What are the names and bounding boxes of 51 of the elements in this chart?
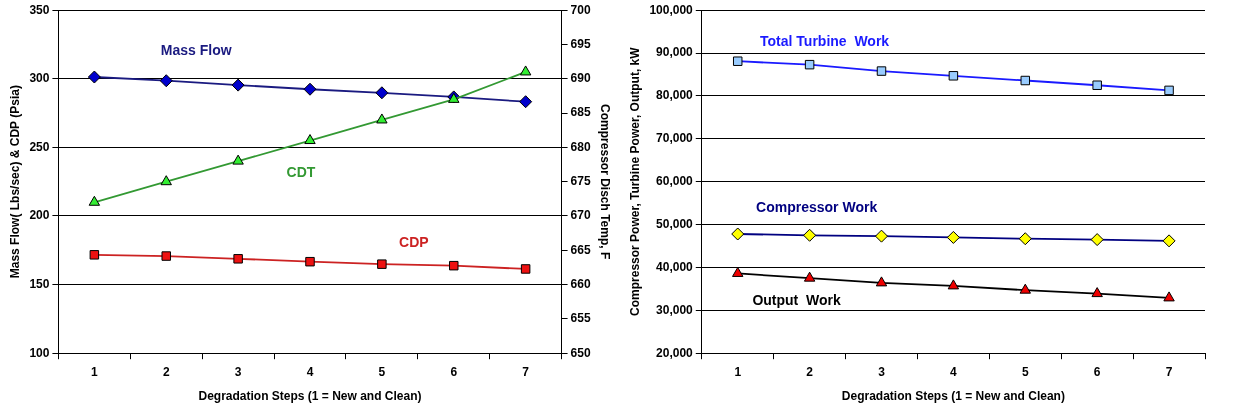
x-axis-title: Degradation Steps (1 = New and Clean) bbox=[198, 389, 422, 404]
y-tick-label: 100,000 bbox=[649, 2, 694, 17]
y2-tick-label: 680 bbox=[570, 139, 591, 154]
x-tick-label: 7 bbox=[522, 364, 530, 379]
y2-tick-label: 655 bbox=[570, 311, 591, 326]
x-tick-label: 4 bbox=[306, 364, 314, 379]
x-tick-label: 4 bbox=[950, 364, 958, 379]
y-tick-label: 350 bbox=[29, 2, 50, 17]
y-tick-label: 150 bbox=[29, 276, 50, 291]
y-tick-label: 50,000 bbox=[656, 216, 694, 231]
x-tick-label: 2 bbox=[162, 364, 170, 379]
y2-tick-label: 700 bbox=[570, 2, 591, 17]
y-tick-label: 30,000 bbox=[656, 302, 694, 317]
series-label: Total Turbine Work bbox=[760, 32, 890, 49]
x-tick-label: 5 bbox=[1021, 364, 1029, 379]
y2-tick-label: 695 bbox=[570, 36, 591, 51]
y2-tick-label: 650 bbox=[570, 345, 591, 360]
y2-axis-title: Compressor Disch Temp, F bbox=[598, 104, 613, 260]
y2-tick-label: 670 bbox=[570, 208, 591, 223]
y2-tick-label: 665 bbox=[570, 242, 591, 257]
y2-tick-label: 675 bbox=[570, 174, 591, 189]
series-label: CDT bbox=[286, 164, 316, 181]
x-axis-title: Degradation Steps (1 = New and Clean) bbox=[841, 389, 1065, 404]
y2-tick-label: 690 bbox=[570, 71, 591, 86]
y-tick-label: 90,000 bbox=[656, 45, 694, 60]
y-tick-label: 80,000 bbox=[656, 88, 694, 103]
x-tick-label: 1 bbox=[91, 364, 99, 379]
y-axis-title: Compressor Power, Turbine Power, Output, kW bbox=[627, 46, 642, 316]
x-tick-label: 3 bbox=[234, 364, 242, 379]
series-label: Compressor Work bbox=[756, 199, 878, 216]
y-tick-label: 200 bbox=[29, 208, 50, 223]
y-tick-label: 250 bbox=[29, 139, 50, 154]
y-tick-label: 70,000 bbox=[656, 131, 694, 146]
x-tick-label: 1 bbox=[734, 364, 742, 379]
y-tick-label: 60,000 bbox=[656, 174, 694, 189]
x-tick-label: 6 bbox=[450, 364, 458, 379]
x-tick-label: 5 bbox=[378, 364, 386, 379]
y-tick-label: 40,000 bbox=[656, 259, 694, 274]
y2-tick-label: 660 bbox=[570, 276, 591, 291]
y-tick-label: 300 bbox=[29, 71, 50, 86]
x-tick-label: 7 bbox=[1165, 364, 1173, 379]
x-tick-label: 6 bbox=[1093, 364, 1101, 379]
x-tick-label: 3 bbox=[878, 364, 886, 379]
y2-tick-label: 685 bbox=[570, 105, 591, 120]
series-label: CDP bbox=[399, 234, 429, 251]
x-tick-label: 2 bbox=[806, 364, 814, 379]
series-label: Output Work bbox=[752, 292, 842, 309]
series-label: Mass Flow bbox=[160, 41, 232, 58]
y-axis-title: Mass Flow( Lbs/sec) & CDP (Psia) bbox=[7, 85, 22, 279]
y-tick-label: 20,000 bbox=[656, 345, 694, 360]
y-tick-label: 100 bbox=[29, 345, 50, 360]
